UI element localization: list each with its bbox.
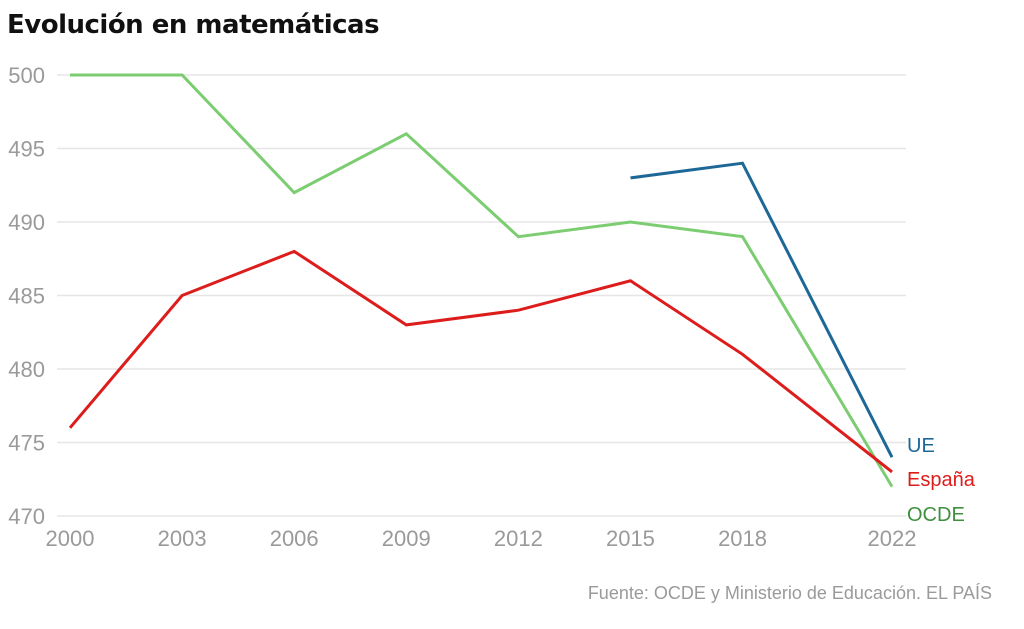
series-label-ue: UE	[907, 435, 935, 457]
x-axis-ticks: 2000 2003 2006 2009 2012 2015 2018 2022	[46, 526, 917, 551]
y-tick-label: 480	[8, 357, 45, 382]
chart-title: Evolución en matemáticas	[7, 10, 380, 40]
gridlines	[57, 74, 906, 517]
source-note: Fuente: OCDE y Ministerio de Educación. …	[587, 583, 992, 603]
series-labels: UE España OCDE	[907, 435, 976, 526]
y-tick-label: 490	[8, 210, 45, 235]
y-tick-label: 485	[8, 284, 45, 309]
x-tick-label: 2006	[270, 526, 319, 551]
y-axis-ticks: 470 475 480 485 490 495 500	[8, 63, 45, 529]
series-line-ue	[630, 161, 894, 458]
x-tick-label: 2003	[158, 526, 207, 551]
y-tick-label: 495	[8, 137, 45, 162]
y-tick-label: 500	[8, 63, 45, 88]
series-line-espana	[68, 249, 893, 474]
y-tick-label: 470	[8, 504, 45, 529]
series-label-espana: España	[907, 469, 976, 491]
x-tick-label: 2000	[46, 526, 95, 551]
x-tick-label: 2022	[868, 526, 917, 551]
x-tick-label: 2015	[606, 526, 655, 551]
x-tick-label: 2009	[382, 526, 431, 551]
y-tick-label: 475	[8, 431, 45, 456]
series-label-ocde: OCDE	[907, 504, 965, 526]
series-lines	[68, 73, 894, 488]
series-line-ocde	[70, 73, 894, 488]
x-tick-label: 2012	[494, 526, 543, 551]
x-tick-label: 2018	[718, 526, 767, 551]
